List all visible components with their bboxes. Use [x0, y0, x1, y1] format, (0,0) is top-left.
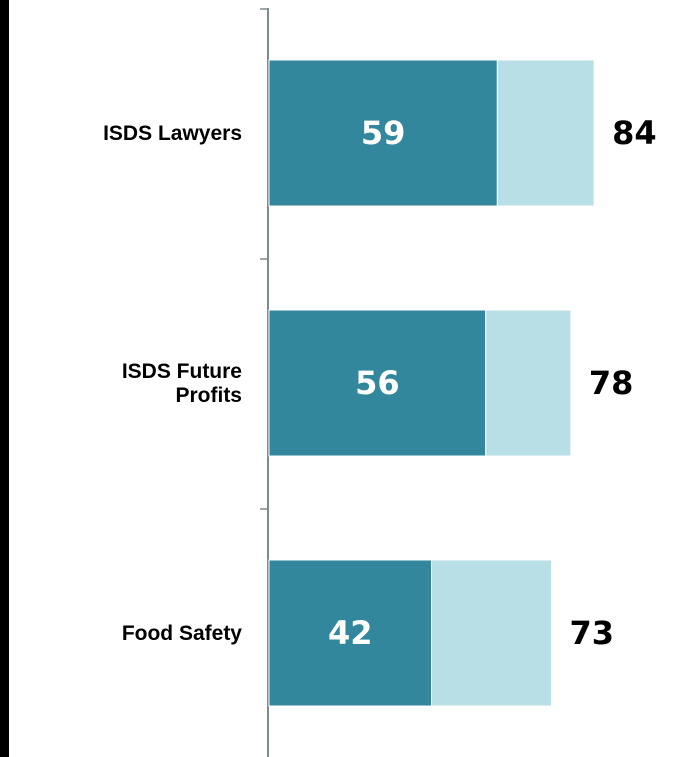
category-label: ISDS Future Profits [122, 360, 242, 407]
bar-segment-remainder [497, 60, 594, 206]
category-label-line: ISDS Lawyers [103, 122, 242, 145]
bar-segment-remainder [486, 310, 571, 456]
bars [269, 60, 594, 706]
data-label-value: 59 [361, 114, 406, 152]
y-axis-ticks [260, 9, 268, 509]
category-label-line: Food Safety [122, 622, 242, 645]
category-label-line: ISDS Future [122, 360, 242, 383]
data-label-value: 56 [355, 364, 400, 402]
category-label: ISDS Lawyers [103, 122, 242, 145]
data-label-total: 84 [612, 114, 657, 152]
category-label-line: Profits [175, 384, 242, 407]
data-label-total: 73 [570, 614, 615, 652]
bar-segment-remainder [432, 560, 552, 706]
data-label-total: 78 [589, 364, 634, 402]
category-label: Food Safety [122, 622, 242, 645]
data-label-value: 42 [328, 614, 373, 652]
